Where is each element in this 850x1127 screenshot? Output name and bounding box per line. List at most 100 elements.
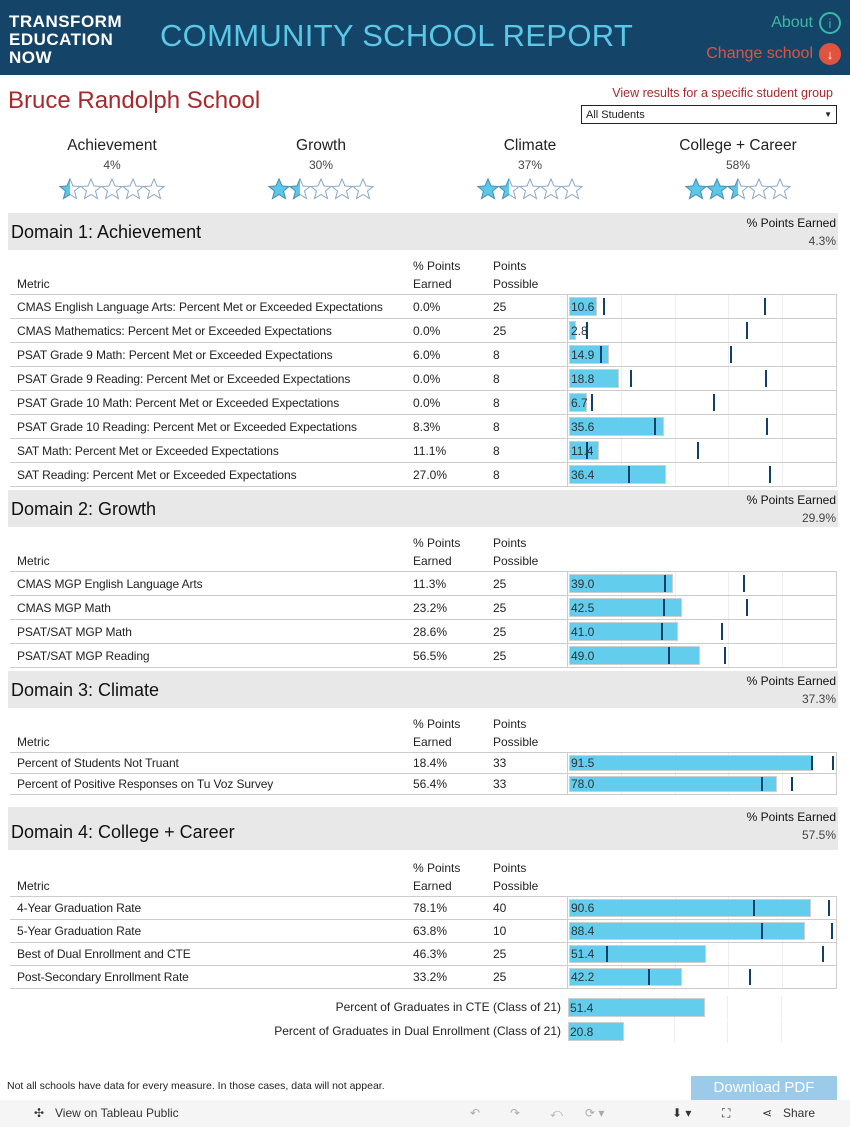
target-marker — [605, 946, 608, 962]
download-icon[interactable]: ⬇ ▾ — [672, 1106, 692, 1120]
value-bar[interactable] — [569, 321, 577, 340]
table-row: PSAT Grade 10 Reading: Percent Met or Ex… — [10, 415, 837, 439]
value-bar[interactable] — [569, 574, 674, 593]
value-bar[interactable] — [569, 369, 620, 388]
bar-chart-cell: 78.0 — [567, 774, 837, 794]
value-bar[interactable] — [568, 1022, 624, 1041]
target-marker — [585, 322, 588, 339]
star-icon — [331, 178, 353, 200]
metrics-table: CMAS English Language Arts: Percent Met … — [10, 294, 837, 487]
domain-title: Domain 3: Climate — [11, 680, 160, 700]
gridline — [674, 391, 676, 414]
bar-chart-cell: 90.6 — [567, 897, 837, 919]
value-bar[interactable] — [569, 297, 598, 316]
gridline — [781, 572, 783, 595]
target-marker — [761, 777, 764, 791]
col-label: Points — [493, 259, 527, 273]
fullscreen-icon[interactable]: ⛶ — [722, 1106, 731, 1120]
value-bar[interactable] — [569, 755, 814, 771]
value-bar[interactable] — [569, 945, 707, 963]
col-label: Points — [493, 536, 527, 550]
info-icon: i — [819, 12, 841, 34]
gridline — [781, 620, 783, 643]
star-icon — [122, 178, 144, 200]
star-icon — [59, 178, 81, 200]
undo-icon[interactable]: ↶ — [470, 1106, 481, 1120]
points-earned: 0.0% — [413, 323, 441, 338]
table-row: PSAT Grade 9 Math: Percent Met or Exceed… — [10, 343, 837, 367]
gridline — [728, 620, 730, 643]
points-possible: 25 — [493, 299, 507, 314]
gridline — [728, 367, 730, 390]
domain-header: Domain 2: Growth % Points Earned 29.9% — [8, 490, 838, 527]
gridline — [728, 572, 730, 595]
value-bar[interactable] — [569, 646, 700, 665]
value-bar[interactable] — [569, 622, 679, 641]
value-bar[interactable] — [569, 922, 806, 940]
metric-name: Percent of Students Not Truant — [17, 756, 179, 770]
metric-name: CMAS MGP English Language Arts — [17, 576, 203, 591]
gridline — [728, 415, 730, 438]
points-earned: 46.3% — [413, 947, 448, 961]
value-bar[interactable] — [569, 776, 778, 792]
table-row: PSAT Grade 10 Math: Percent Met or Excee… — [10, 391, 837, 415]
table-row: PSAT/SAT MGP Math 28.6% 25 41.0 — [10, 620, 837, 644]
value-bar[interactable] — [569, 393, 587, 412]
metric-name: Best of Dual Enrollment and CTE — [17, 947, 191, 961]
value-bar[interactable] — [569, 968, 682, 986]
points-possible: 33 — [493, 756, 507, 770]
gridline — [674, 319, 676, 342]
points-possible: 25 — [493, 970, 507, 984]
change-school-link[interactable]: Change school ↓ — [706, 43, 841, 65]
star-icon — [143, 178, 165, 200]
metric-name: PSAT Grade 9 Reading: Percent Met or Exc… — [17, 371, 351, 386]
bar-value: 91.5 — [571, 756, 595, 770]
share-icon[interactable]: ⋖ — [762, 1106, 773, 1120]
target-marker — [753, 900, 756, 916]
bar-value: 42.5 — [571, 600, 595, 615]
group-select-value: All Students — [586, 108, 645, 121]
table-row: CMAS Mathematics: Percent Met or Exceede… — [10, 319, 837, 343]
value-bar[interactable] — [569, 417, 665, 436]
redo-icon[interactable]: ↷ — [510, 1106, 521, 1120]
value-bar[interactable] — [569, 465, 667, 484]
gridline — [674, 463, 676, 486]
logo: TRANSFORM EDUCATION NOW — [9, 13, 122, 67]
star-rating — [12, 178, 212, 200]
revert-icon[interactable]: ⤺ — [550, 1106, 563, 1120]
star-icon — [727, 178, 749, 200]
value-bar[interactable] — [569, 345, 609, 364]
points-possible: 8 — [493, 467, 500, 482]
bar-chart-cell: 11.4 — [567, 439, 837, 462]
gridline — [728, 439, 730, 462]
gridline — [781, 943, 783, 965]
value-bar[interactable] — [569, 598, 683, 617]
points-earned: 0.0% — [413, 395, 441, 410]
gridline — [781, 391, 783, 414]
star-rating — [221, 178, 421, 200]
about-link[interactable]: About i — [771, 12, 841, 34]
gridline — [621, 367, 623, 390]
gridline — [781, 596, 783, 619]
points-earned-label: % Points Earned — [746, 674, 836, 688]
col-label: Possible — [493, 879, 539, 893]
bar-value: 2.8 — [571, 323, 588, 338]
refresh-icon[interactable]: ⟳ ▾ — [585, 1106, 605, 1120]
value-bar[interactable] — [569, 899, 811, 917]
metric-name: PSAT Grade 10 Math: Percent Met or Excee… — [17, 395, 340, 410]
col-label: Points — [493, 717, 527, 731]
student-group-select[interactable]: All Students ▼ — [581, 105, 837, 124]
header-bar: TRANSFORM EDUCATION NOW COMMUNITY SCHOOL… — [0, 0, 850, 75]
col-metric: Metric — [17, 277, 50, 291]
value-bar[interactable] — [568, 998, 706, 1017]
download-pdf-button[interactable]: Download PDF — [691, 1076, 837, 1100]
points-earned: 11.3% — [413, 576, 447, 591]
bar-chart-cell: 18.8 — [567, 367, 837, 390]
share-button[interactable]: Share — [783, 1106, 816, 1120]
gridline — [781, 367, 783, 390]
star-icon — [498, 178, 520, 200]
metric-name: 5-Year Graduation Rate — [17, 924, 142, 938]
view-on-tableau-link[interactable]: View on Tableau Public — [55, 1106, 179, 1120]
value-bar[interactable] — [569, 441, 600, 460]
target-marker — [769, 466, 772, 483]
